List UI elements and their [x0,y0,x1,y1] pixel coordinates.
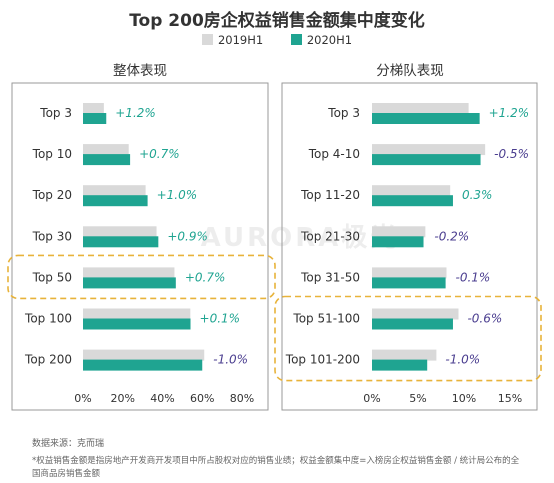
category-label: Top 31-50 [300,270,360,284]
change-label: +1.2% [115,106,156,120]
bar-2020 [83,318,191,330]
bar-2019 [372,308,459,320]
legend-label-2019: 2019H1 [217,33,264,47]
panel-title: 分梯队表现 [376,63,444,79]
category-label: Top 10 [32,147,72,161]
bar-2019 [372,226,426,238]
category-label: Top 11-20 [300,188,360,202]
bar-2019 [372,185,451,197]
bar-2019 [372,103,469,114]
x-tick-label: 10% [452,392,476,405]
x-tick-label: 40% [150,392,174,405]
bar-2019 [372,349,437,361]
bar-2020 [83,236,159,248]
x-tick-label: 60% [190,392,214,405]
chart-title: Top 200房企权益销售金额集中度变化 [129,11,425,31]
x-tick-label: 80% [230,392,254,405]
category-label: Top 51-100 [292,312,360,326]
change-label: -1.0% [213,353,248,367]
bar-2019 [83,185,146,197]
legend-label-2020: 2020H1 [306,33,353,47]
bar-2020 [372,113,480,124]
x-tick-label: 5% [409,392,426,405]
bar-2019 [372,144,486,156]
highlight-box [7,254,276,300]
panel-frame [281,82,538,411]
legend-swatch-2020 [290,34,302,45]
change-label: +0.7% [139,147,180,161]
panel-frame [11,82,269,411]
category-label: Top 100 [24,312,72,326]
legend: 2019H1 2020H1 [0,33,554,47]
category-label: Top 30 [32,229,72,243]
change-label: +1.0% [157,188,198,202]
bar-2020 [83,359,203,371]
change-label: +0.7% [185,270,226,284]
panel-title: 整体表现 [113,63,167,79]
legend-item-2019: 2019H1 [201,33,264,47]
category-label: Top 3 [39,106,72,120]
bar-2020 [372,359,428,371]
x-tick-label: 20% [111,392,135,405]
category-label: Top 101-200 [285,353,360,367]
change-label: +0.1% [200,312,241,326]
bar-2020 [372,195,453,207]
change-label: -0.5% [494,147,529,161]
change-label: -1.0% [445,353,480,367]
watermark: AURORA极光 [201,223,400,253]
bar-2020 [83,113,107,124]
bar-2020 [83,195,148,207]
change-label: -0.2% [434,229,469,243]
change-label: +1.2% [489,106,530,120]
highlight-box [274,295,542,382]
bar-2020 [372,236,424,248]
bar-2019 [372,267,447,279]
category-label: Top 3 [327,106,360,120]
category-label: Top 200 [24,353,72,367]
bar-2019 [83,308,191,320]
category-label: Top 20 [32,188,72,202]
bar-2019 [83,267,175,279]
bar-2019 [83,103,104,114]
change-label: +0.9% [167,229,208,243]
bar-2019 [83,226,157,238]
bar-2020 [372,277,446,289]
footnote-text: *权益销售金额是指房地产开发商开发项目中所占股权对应的销售业绩；权益金额集中度=… [32,456,520,479]
change-label: -0.6% [467,312,502,326]
bar-2020 [83,154,131,166]
change-label: -0.1% [456,270,491,284]
bar-2020 [372,318,453,330]
category-label: Top 4-10 [308,147,360,161]
change-label: 0.3% [462,188,493,202]
bar-2019 [83,144,129,156]
category-label: Top 21-30 [300,229,360,243]
category-label: Top 50 [32,270,72,284]
x-tick-label: 0% [363,392,380,405]
bar-2020 [372,154,481,166]
legend-swatch-2019 [201,34,213,45]
legend-item-2020: 2020H1 [290,33,353,47]
x-tick-label: 15% [498,392,522,405]
bar-2019 [83,349,205,361]
source-text: 数据来源：克而瑞 [32,439,105,449]
bar-2020 [83,277,176,289]
x-tick-label: 0% [74,392,91,405]
